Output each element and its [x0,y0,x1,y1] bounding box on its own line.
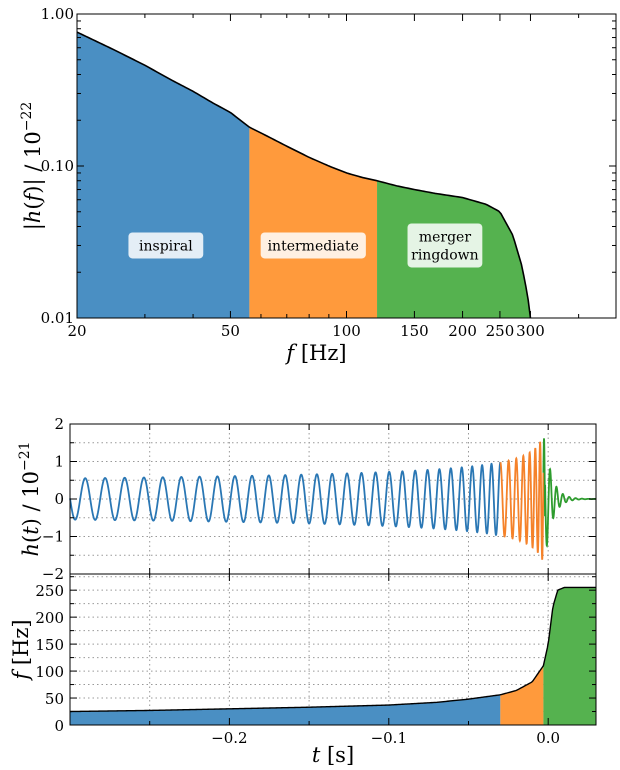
region-label-text: intermediate [268,238,359,254]
frequency-evolution-panel: 0 50 100 150 200 250 −0.2 −0.1 0.0 t [s] f [Hz] [9,573,597,767]
frequency-curve [69,586,596,713]
x-tick-label: −0.1 [371,729,407,747]
region-fill-inspiral [70,694,501,725]
y-axis-label: |h(f)| / 10−22 [19,102,46,231]
y-tick-label: 0.10 [41,157,74,175]
region-fill-intermediate [249,127,378,318]
x-tick-label: 300 [516,322,545,340]
y-tick-label: 0 [54,490,64,508]
frequency-axis-labels: t [s] f [Hz] [9,619,354,767]
y-tick-label: 250 [35,582,64,600]
waveform-panel: −2 −1 0 1 2 h(t) / 10−21 [17,415,597,583]
y-tick-label: 50 [45,690,64,708]
region-label-box [407,223,483,268]
waveform-line-inspiral [69,461,502,537]
x-tick-label: 20 [67,322,86,340]
region-label-text: inspiral [139,238,193,254]
region-label-box [260,232,366,259]
spectrum-tick-labels: 20 50 100 150 200 250 300 0.01 0.10 1.00 [41,5,545,340]
waveform-line-intermediate [499,441,545,560]
y-tick-label: 200 [35,609,64,627]
x-tick-label: 200 [448,322,477,340]
x-axis-label: t [s] [312,743,354,767]
spectrum-panel: inspiral intermediate merger ringdown 20 50 1… [19,5,617,365]
x-tick-label: −0.2 [211,729,247,747]
spectrum-region-labels: inspiral intermediate merger ringdown [128,223,483,268]
y-tick-label: 1 [54,453,64,471]
waveform-lines [69,438,596,560]
region-fill-inspiral [77,32,250,319]
y-tick-label: 0.01 [41,309,74,327]
region-label-box [128,232,204,259]
y-axis-label: h(t) / 10−21 [17,441,43,556]
spectrum-region-fills [77,32,531,319]
x-axis-label: f [Hz] [284,341,346,365]
waveform-axis-labels: h(t) / 10−21 [17,441,43,556]
x-tick-label: 250 [486,322,515,340]
y-tick-label: 150 [35,636,64,654]
x-tick-label: 150 [400,322,429,340]
region-label-inspiral: inspiral [128,232,204,259]
region-label-text: merger ringdown [411,229,479,263]
y-tick-label: 100 [35,663,64,681]
region-label-line: ringdown [411,247,479,263]
frequency-tick-labels: 0 50 100 150 200 250 −0.2 −0.1 0.0 [35,582,560,747]
x-tick-label: 50 [221,322,240,340]
region-fill-merger [543,587,596,725]
y-tick-label: 0 [54,717,64,735]
region-label-merger: merger ringdown [407,223,483,268]
frequency-frame [69,573,597,726]
frequency-region-fills [70,587,596,725]
x-tick-label: 0.0 [536,729,560,747]
waveform-tick-labels: −2 −1 0 1 2 [42,415,64,583]
y-tick-label: 1.00 [41,5,74,23]
region-fill-intermediate [500,665,544,725]
region-label-intermediate: intermediate [260,232,366,259]
y-tick-label: −1 [42,528,64,546]
spectrum-curve [76,31,532,319]
spectrum-axis-labels: f [Hz] |h(f)| / 10−22 [19,102,347,365]
y-tick-label: −2 [42,565,64,583]
region-label-line: merger [419,229,472,245]
y-tick-label: 2 [54,415,64,433]
waveform-line-merger [542,438,596,548]
y-axis-label: f [Hz] [9,619,33,681]
spectrum-frame [76,13,617,319]
x-tick-label: 100 [332,322,361,340]
